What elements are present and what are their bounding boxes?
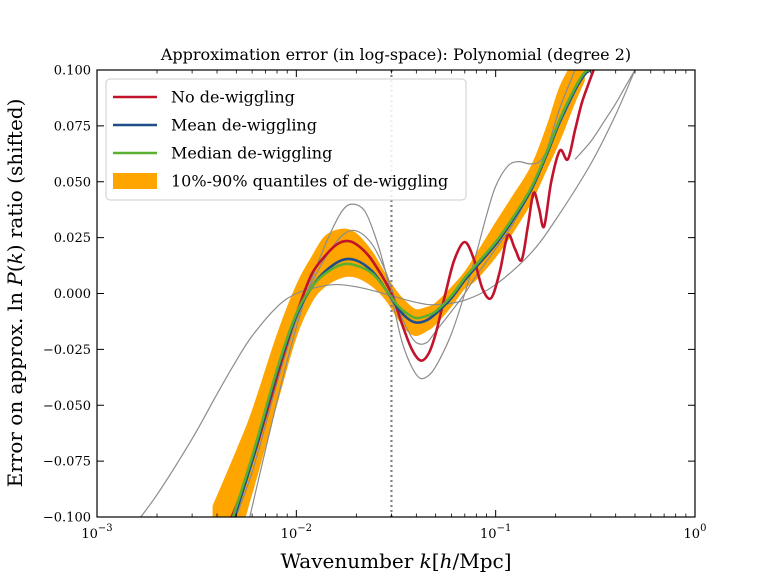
svg-text:Wavenumber k[h/Mpc]: Wavenumber k[h/Mpc] bbox=[280, 549, 511, 573]
y-tick-label: 0.000 bbox=[54, 287, 91, 302]
quantile-band-layer bbox=[212, 70, 585, 517]
gray-curve-1 bbox=[139, 70, 636, 517]
legend: No de-wiggling Mean de-wiggling Median de-… bbox=[105, 78, 467, 201]
plot-area bbox=[139, 70, 636, 517]
y-tick-label: −0.100 bbox=[43, 511, 91, 526]
y-tick-label: −0.025 bbox=[43, 343, 91, 358]
x-tick-label: 10−1 bbox=[480, 523, 511, 542]
gray-curve-4 bbox=[574, 70, 636, 160]
x-tick-label: 10−3 bbox=[81, 523, 112, 542]
y-axis-label: Error on approx. ln P(k) ratio (shifted) bbox=[3, 99, 27, 488]
gray-curve-2 bbox=[249, 70, 587, 517]
series-line-no-de-wiggling bbox=[230, 70, 595, 517]
legend-label-mean-de-wiggling: Mean de-wiggling bbox=[171, 116, 317, 135]
svg-text:Error on approx. ln P(k) ratio: Error on approx. ln P(k) ratio (shifted) bbox=[3, 99, 27, 488]
legend-label-no-de-wiggling: No de-wiggling bbox=[171, 88, 295, 107]
series-line-median-de-wiggling bbox=[231, 70, 592, 517]
x-axis-ticks: 10−3 10−2 10−1 100 bbox=[81, 70, 706, 542]
legend-box bbox=[105, 78, 467, 201]
legend-swatch-10-90-quantiles-of-de-wiggling bbox=[113, 173, 157, 189]
chart-title: Approximation error (in log-space): Poly… bbox=[160, 45, 631, 64]
legend-label-10-90-quantiles-of-de-wiggling: 10%-90% quantiles of de-wiggling bbox=[171, 172, 448, 191]
y-tick-label: −0.075 bbox=[43, 455, 91, 470]
quantile-band bbox=[212, 70, 585, 517]
y-axis-ticks: 0.100 0.075 0.050 0.025 0.000 −0.025 −0.050 −0.… bbox=[43, 64, 695, 526]
y-tick-label: −0.050 bbox=[43, 399, 91, 414]
legend-label-median-de-wiggling: Median de-wiggling bbox=[171, 144, 332, 163]
series-lines-layer bbox=[230, 70, 595, 517]
x-axis-label: Wavenumber k[h/Mpc] bbox=[280, 549, 511, 573]
y-tick-label: 0.075 bbox=[54, 119, 91, 134]
x-tick-label: 10−2 bbox=[281, 523, 312, 542]
y-tick-label: 0.050 bbox=[54, 175, 91, 190]
y-tick-label: 0.025 bbox=[54, 231, 91, 246]
y-tick-label: 0.100 bbox=[54, 64, 91, 79]
x-tick-label: 100 bbox=[684, 523, 707, 542]
